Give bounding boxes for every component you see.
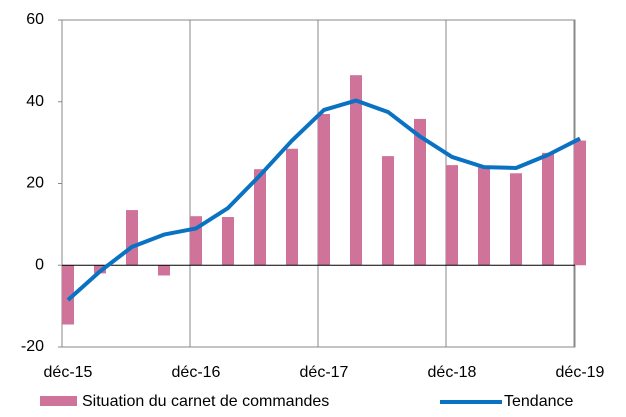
bar	[414, 118, 426, 266]
bar	[574, 140, 586, 266]
bar	[446, 165, 458, 266]
x-tick-label: déc-19	[556, 364, 605, 381]
bar	[318, 114, 330, 266]
bar	[158, 265, 170, 276]
line	[66, 98, 581, 302]
bar	[222, 217, 234, 266]
bar	[286, 148, 298, 266]
x-tick-label: déc-18	[428, 364, 477, 381]
bar	[62, 265, 74, 325]
y-tick-label: 20	[26, 175, 44, 192]
bar	[254, 169, 266, 266]
y-tick-label: 0	[35, 256, 44, 273]
bar	[382, 156, 394, 266]
x-tick-label: déc-17	[300, 364, 349, 381]
y-tick-label: 40	[26, 93, 44, 110]
bar	[510, 173, 522, 266]
y-tick-label: -20	[21, 338, 44, 355]
x-tick-label: déc-15	[44, 364, 93, 381]
legend-label: Situation du carnet de commandes	[82, 393, 329, 410]
y-tick-label: 60	[26, 11, 44, 28]
legend-label: Tendance	[504, 393, 573, 410]
legend-swatch	[40, 396, 77, 406]
bar	[542, 152, 554, 266]
bar	[478, 167, 490, 266]
bar	[126, 210, 138, 266]
x-tick-label: déc-16	[172, 364, 221, 381]
bar	[350, 75, 362, 266]
